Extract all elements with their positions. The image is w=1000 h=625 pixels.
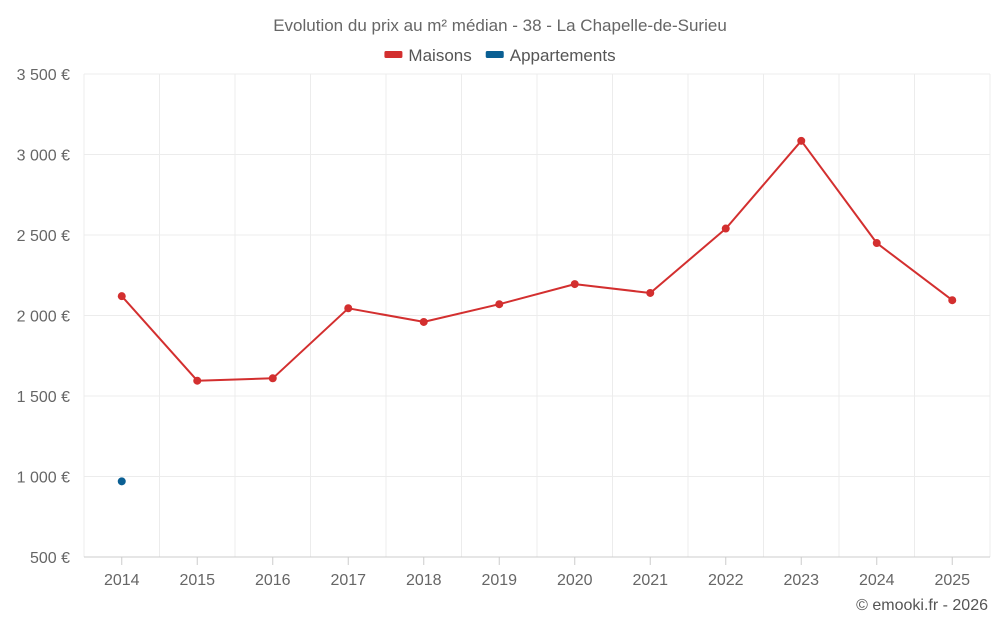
data-point[interactable] [344,304,353,313]
y-tick-label: 500 € [30,550,70,567]
x-tick-label: 2017 [330,572,366,589]
data-point[interactable] [495,300,504,309]
data-point[interactable] [419,317,428,326]
x-tick-label: 2022 [708,572,744,589]
grid [83,73,991,558]
y-tick-label: 1 000 € [17,470,70,487]
series [117,136,957,486]
x-tick-label: 2015 [179,572,215,589]
data-point[interactable] [117,477,126,486]
chart-title: Evolution du prix au m² médian - 38 - La… [273,16,727,35]
data-point[interactable] [570,280,579,289]
x-tick-label: 2018 [406,572,442,589]
data-point[interactable] [268,374,277,383]
series-line [121,139,953,382]
x-tick-label: 2016 [255,572,291,589]
x-tick-label: 2024 [859,572,895,589]
data-point[interactable] [193,376,202,385]
legend-label: Appartements [510,46,616,65]
data-point[interactable] [948,296,957,305]
data-point[interactable] [797,136,806,145]
y-tick-label: 1 500 € [17,389,70,406]
legend-swatch [485,51,504,58]
axes: 500 € 1 000 € 1 500 € 2 000 € 2 500 € 3 000 €… [17,67,990,589]
x-tick-label: 2020 [557,572,593,589]
data-point[interactable] [117,292,126,301]
legend-swatch [384,51,403,58]
credit-text: © emooki.fr - 2026 [856,597,988,614]
y-tick-label: 3 000 € [17,148,70,165]
legend-item-appartements[interactable]: Appartements [485,46,616,65]
x-tick-label: 2023 [783,572,819,589]
y-tick-label: 2 500 € [17,228,70,245]
series-maisons [117,136,957,385]
y-tick-label: 2 000 € [17,309,70,326]
data-point[interactable] [721,224,730,233]
series-appartements [117,477,126,486]
x-tick-label: 2019 [481,572,517,589]
legend: Maisons Appartements [384,46,616,65]
x-tick-label: 2014 [104,572,140,589]
x-tick-label: 2021 [632,572,668,589]
data-point[interactable] [872,239,881,248]
legend-item-maisons[interactable]: Maisons [384,46,472,65]
y-tick-label: 3 500 € [17,67,70,84]
data-point[interactable] [646,288,655,297]
legend-label: Maisons [408,46,471,65]
x-tick-label: 2025 [934,572,970,589]
